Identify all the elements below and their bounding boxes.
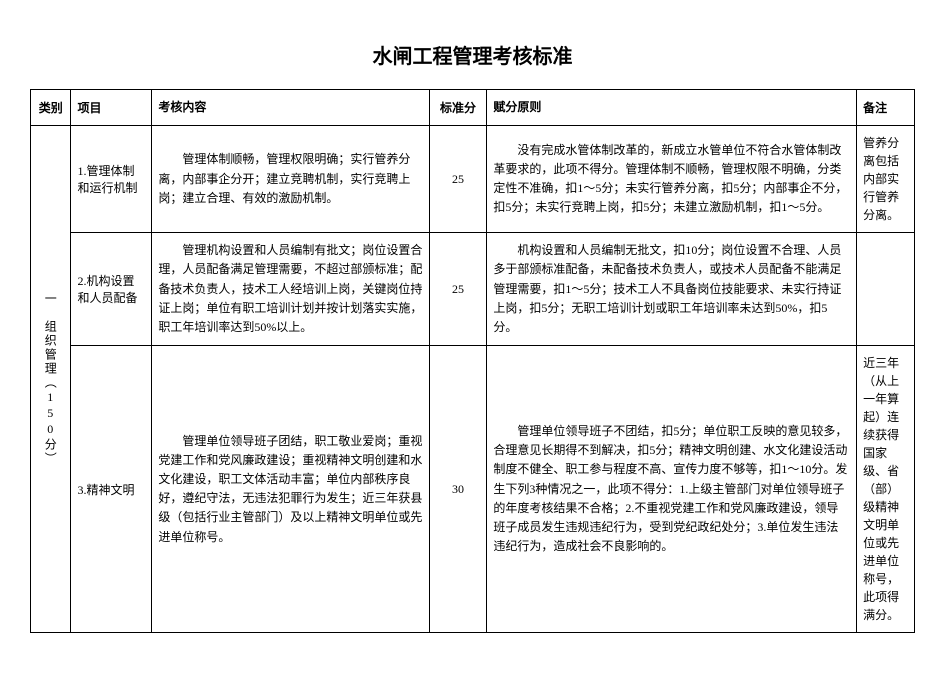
header-content: 考核内容	[152, 90, 429, 126]
content-cell: 管理机构设置和人员编制有批文；岗位设置合理，人员配备满足管理需要，不超过部颁标准…	[152, 233, 429, 346]
principle-cell: 管理单位领导班子不团结，扣5分；单位职工反映的意见较多，合理意见长期得不到解决，…	[487, 346, 857, 633]
principle-cell: 机构设置和人员编制无批文，扣10分；岗位设置不合理、人员多于部颁标准配备，未配备…	[487, 233, 857, 346]
table-row: 2.机构设置和人员配备 管理机构设置和人员编制有批文；岗位设置合理，人员配备满足…	[31, 233, 915, 346]
category-cell: 一 组织管理（150分）	[31, 126, 71, 633]
content-cell: 管理单位领导班子团结，职工敬业爱岗；重视党建工作和党风廉政建设；重视精神文明创建…	[152, 346, 429, 633]
category-label: 一 组织管理（150分）	[42, 292, 59, 466]
table-row: 3.精神文明 管理单位领导班子团结，职工敬业爱岗；重视党建工作和党风廉政建设；重…	[31, 346, 915, 633]
score-cell: 25	[429, 233, 487, 346]
assessment-table: 类别 项目 考核内容 标准分 赋分原则 备注 一 组织管理（150分） 1.管理…	[30, 89, 915, 633]
header-score: 标准分	[429, 90, 487, 126]
table-row: 一 组织管理（150分） 1.管理体制和运行机制 管理体制顺畅，管理权限明确；实…	[31, 126, 915, 233]
item-cell: 3.精神文明	[71, 346, 152, 633]
content-cell: 管理体制顺畅，管理权限明确；实行管养分离，内部事企分开；建立竞聘机制，实行竞聘上…	[152, 126, 429, 233]
header-principle: 赋分原则	[487, 90, 857, 126]
header-category: 类别	[31, 90, 71, 126]
item-cell: 1.管理体制和运行机制	[71, 126, 152, 233]
header-item: 项目	[71, 90, 152, 126]
remark-cell	[857, 233, 915, 346]
remark-cell: 近三年（从上一年算起）连续获得国家级、省（部）级精神文明单位或先进单位称号，此项…	[857, 346, 915, 633]
table-header-row: 类别 项目 考核内容 标准分 赋分原则 备注	[31, 90, 915, 126]
score-cell: 25	[429, 126, 487, 233]
score-cell: 30	[429, 346, 487, 633]
remark-cell: 管养分离包括内部实行管养分离。	[857, 126, 915, 233]
page-title: 水闸工程管理考核标准	[30, 40, 915, 69]
item-cell: 2.机构设置和人员配备	[71, 233, 152, 346]
principle-cell: 没有完成水管体制改革的，新成立水管单位不符合水管体制改革要求的，此项不得分。管理…	[487, 126, 857, 233]
header-remark: 备注	[857, 90, 915, 126]
